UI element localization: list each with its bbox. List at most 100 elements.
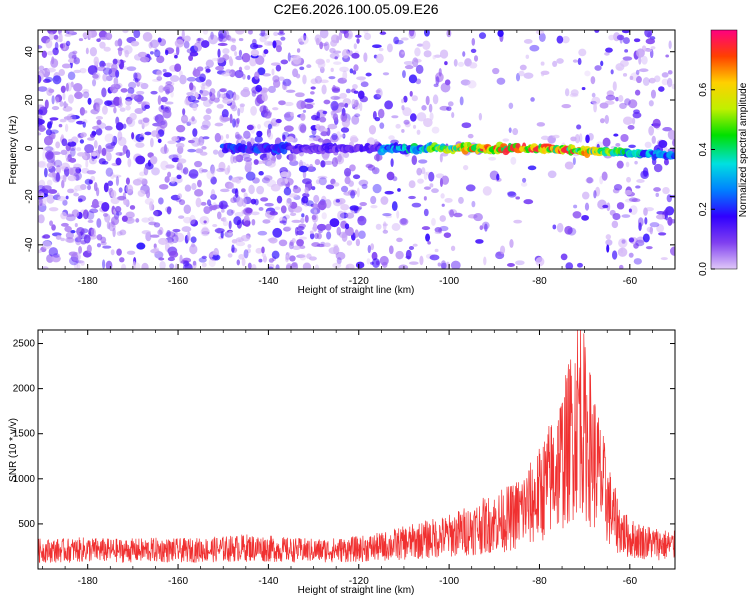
spectrogram-cell [285,89,296,93]
colorbar-tick-label: 0.6 [698,82,709,96]
spectrogram-cell [561,36,570,44]
spectrogram-cell [90,108,100,115]
spectrogram-cell [132,78,141,82]
spectrogram-cell [609,209,616,216]
spectrogram-cell [352,83,358,90]
spectrogram-cell [353,90,359,94]
spectrogram-cell [633,38,641,43]
spectrogram-cell [281,81,287,90]
spectrogram-cell [214,227,225,234]
spectrogram-cell [515,196,521,200]
spectrogram-cell [300,217,305,224]
spectrogram-cell [210,176,217,185]
spectrogram-cell [55,172,60,182]
spectrogram-cell [181,116,189,121]
spectrogram-cell [395,250,404,260]
spectrogram-cell [172,228,181,233]
spectrogram-cell [313,194,320,204]
spectrogram-cell [333,244,339,248]
spectrogram-cell [386,43,393,53]
spectrogram-cell [284,214,290,220]
spectrogram-cell [618,238,628,248]
spectrogram-cell [170,176,176,184]
spectrogram-cell [291,219,302,223]
spectrogram-cell [423,171,428,180]
spectrogram-cell [302,74,307,85]
spectrogram-cell [45,38,53,49]
spectrogram-cell [60,237,65,242]
spectrogram-cell [509,239,514,248]
spectrogram-cell [224,68,232,76]
spectrogram-cell [258,207,264,211]
spectrogram-cell [220,188,230,193]
spectrogram-cell [615,96,619,102]
spectrogram-cell [525,54,530,59]
spectrogram-cell [157,229,163,236]
spectrogram-cell [77,232,82,242]
spectrogram-cell [272,227,283,238]
spectrogram-cell [316,111,321,119]
spectrogram-cell [427,241,431,245]
spectrogram-cell [339,150,344,161]
spectrogram-cell [311,114,319,121]
spectrogram-cell [116,248,122,256]
spectrogram-cell [658,232,667,236]
spectrogram-cell [162,86,171,92]
spectrogram-cell [77,152,86,157]
spectrogram-cell [65,40,71,47]
spectrogram-cell [53,253,60,258]
spectrogram-cell [88,30,92,39]
spectrogram-cell [570,89,579,97]
spectrogram-cell [665,54,670,58]
spectrogram-cell [626,176,631,183]
spectrogram-cell [219,88,227,93]
spectrogram-cell [666,194,672,203]
spectrogram-cell [636,48,645,58]
spectrogram-cell [473,213,483,222]
spectrogram-cell [158,257,165,261]
spectrogram-cell [46,67,56,73]
spectrogram-cell [280,205,287,214]
spectrogram-cell [200,96,208,101]
spectrogram-cell [340,203,350,211]
spectrogram-cell [628,197,638,202]
spectrogram-cell [51,224,56,231]
spectrogram-cell [644,141,652,149]
spectrogram-cell [296,239,304,247]
spectrogram-cell [365,72,372,77]
spectrogram-cell [199,89,204,94]
spectrogram-cell [359,201,367,207]
spectrogram-cell [508,127,512,133]
spectrogram-cell [536,122,546,127]
x-tick-label: -160 [168,276,188,287]
spectrogram-cell [644,217,648,225]
spectrogram-cell [284,178,289,184]
spectrogram-cell [62,41,67,51]
spectrogram-cell [232,118,236,128]
spectrogram-cell [194,160,203,168]
spectrogram-cell [599,102,609,109]
spectrogram-cell [317,175,328,180]
spectrogram-cell [162,68,167,73]
spectrogram-cell [268,85,276,94]
spectrogram-cell [292,186,302,194]
spectrogram-cell [615,142,621,147]
spectrogram-cell [211,254,221,261]
spectrogram-cell [435,76,440,85]
spectrogram-cell [556,58,564,64]
spectrogram-cell [668,40,672,50]
spectrogram-cell [107,75,111,81]
spectrogram-cell [200,201,207,206]
spectrogram-cell [59,118,67,123]
spectrogram-cell [261,93,268,102]
spectrogram-cell [287,78,291,88]
spectrogram-cell [160,146,169,155]
spectrogram-cell [610,69,614,75]
spectrogram-cell [308,136,317,142]
spectrogram-cell [47,30,57,35]
spectrogram-cell [179,136,186,142]
spectrogram-cell [178,215,185,219]
spectrogram-cell [638,68,649,73]
spectrogram-cell [302,109,307,113]
